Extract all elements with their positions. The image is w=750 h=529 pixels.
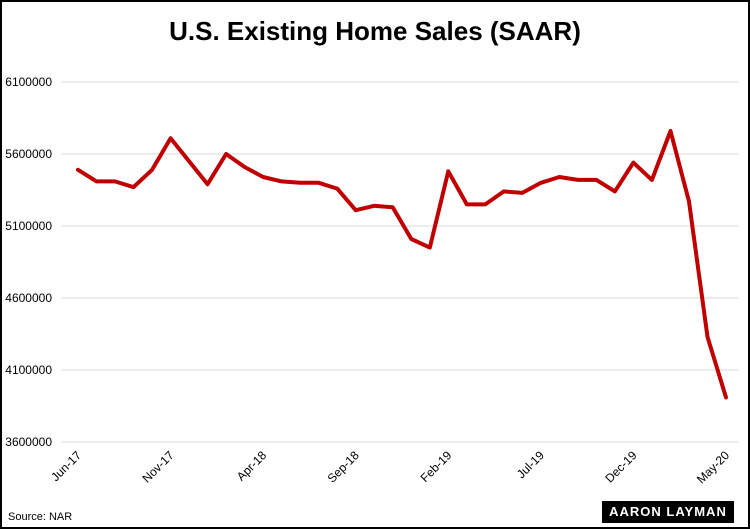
x-tick-label: Sep-18 [325, 448, 362, 485]
y-tick-label: 5600000 [5, 147, 52, 161]
chart-title: U.S. Existing Home Sales (SAAR) [169, 16, 581, 46]
x-tick-labels: Jun-17 Nov-17 Apr-18 Sep-18 Feb-19 Jul-19 Dec-… [48, 448, 732, 486]
y-tick-label: 4600000 [5, 291, 52, 305]
brand-logo: AARON LAYMAN [602, 501, 734, 523]
x-tick-label: May-20 [694, 448, 732, 486]
y-tick-label: 3600000 [5, 435, 52, 449]
x-tick-label: Jun-17 [48, 448, 84, 484]
source-note: Source: NAR [8, 511, 73, 523]
x-tick-label: Jul-19 [514, 448, 547, 481]
x-tick-label: Feb-19 [418, 448, 455, 485]
y-tick-label: 5100000 [5, 219, 52, 233]
y-tick-label: 6100000 [5, 75, 52, 89]
y-tick-labels: 3600000 4100000 4600000 5100000 5600000 61000… [5, 75, 52, 449]
gridlines [62, 81, 738, 443]
series-line [76, 129, 728, 400]
x-tick-label: Apr-18 [234, 448, 270, 484]
y-tick-label: 4100000 [5, 363, 52, 377]
x-tick-label: Dec-19 [602, 448, 639, 485]
x-tick-label: Nov-17 [139, 448, 176, 485]
series-lines [76, 129, 728, 400]
